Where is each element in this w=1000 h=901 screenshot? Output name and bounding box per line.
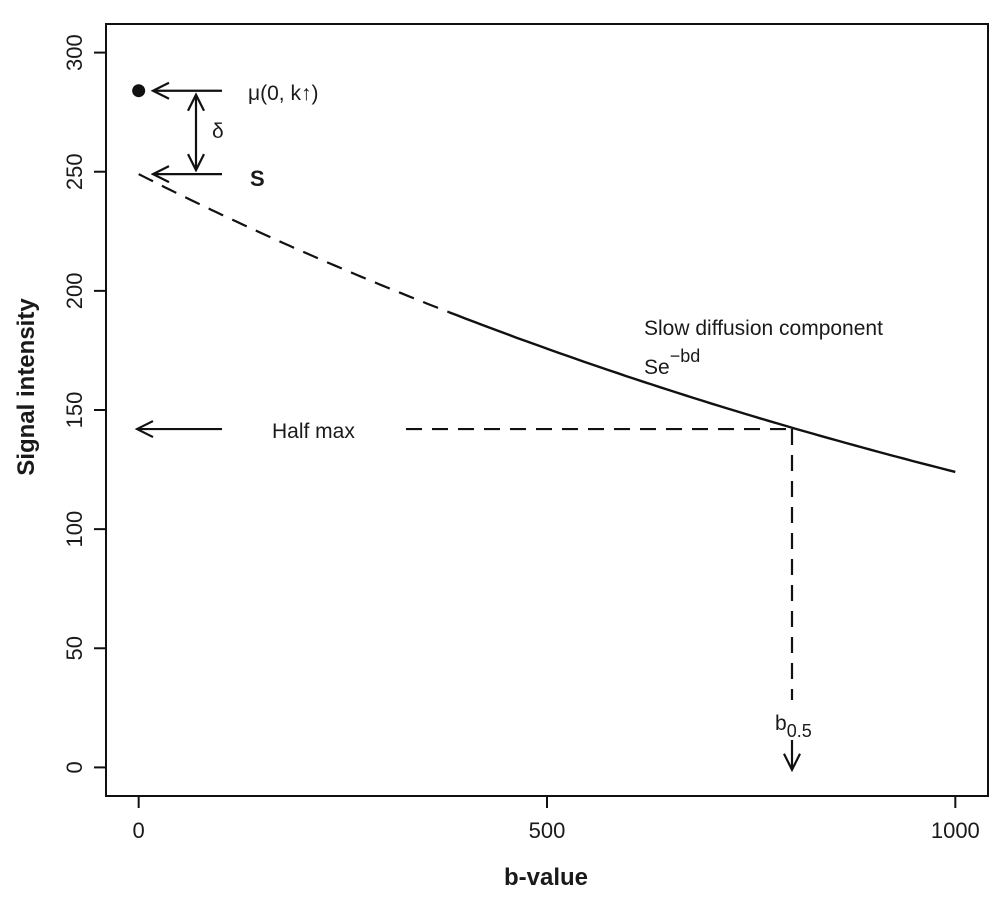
- curve-extrapolated-dashed: [138, 173, 450, 314]
- b-half-sub: 0.5: [787, 721, 812, 741]
- y-tick-label-150: 150: [62, 392, 87, 429]
- curve-group: [138, 173, 956, 474]
- mu-label: μ(0, k↑): [248, 82, 318, 105]
- y-tick-label-300: 300: [62, 34, 87, 71]
- y-tick-label-250: 250: [62, 153, 87, 190]
- x-axis-title: b-value: [504, 864, 588, 891]
- delta-label: δ: [212, 120, 224, 143]
- x-tick-label-500: 500: [529, 818, 566, 843]
- x-tick-label-1000: 1000: [931, 818, 980, 843]
- mu-point: [132, 84, 146, 98]
- s-label: S: [250, 166, 265, 191]
- b-half-label: b0.5: [775, 712, 812, 741]
- annotations: [132, 84, 792, 770]
- curve-formula-label: Se−bd: [644, 346, 700, 379]
- curve-name-label: Slow diffusion component: [644, 317, 883, 340]
- formula-exponent: −bd: [670, 346, 701, 366]
- y-axis-title: Signal intensity: [13, 298, 40, 476]
- curve-slow-diffusion: [448, 311, 956, 474]
- y-tick-label-50: 50: [62, 636, 87, 660]
- half-max-label: Half max: [272, 420, 355, 443]
- y-tick-label-200: 200: [62, 273, 87, 310]
- mu-label-main: μ(0, k: [248, 82, 301, 105]
- y-tick-label-100: 100: [62, 511, 87, 548]
- mu-label-arrow: ↑: [301, 82, 312, 105]
- formula-base: Se: [644, 356, 670, 379]
- x-axis: 0 500 1000: [133, 796, 980, 843]
- plot-frame: [105, 23, 989, 797]
- mu-label-close: ): [311, 82, 318, 105]
- y-tick-label-0: 0: [62, 761, 87, 773]
- x-tick-label-0: 0: [133, 818, 145, 843]
- y-axis: 0 50 100 150 200 250 300: [62, 34, 106, 774]
- b-half-base: b: [775, 712, 787, 735]
